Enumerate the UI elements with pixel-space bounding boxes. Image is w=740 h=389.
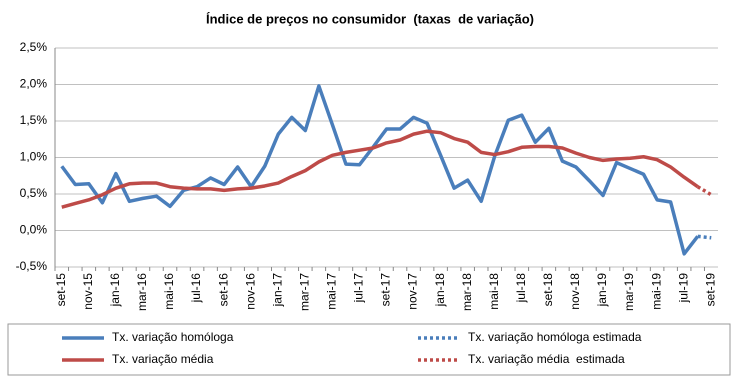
- x-tick-label: jan-17: [270, 273, 284, 308]
- x-tick-label: mar-17: [297, 273, 311, 311]
- series-line: [61, 129, 699, 209]
- x-tick-label: mar-16: [135, 273, 149, 311]
- x-tick-label: jan-16: [108, 273, 122, 308]
- x-tick-label: nov-17: [406, 273, 420, 310]
- legend-label: Tx. variação homóloga estimada: [468, 330, 642, 344]
- y-tick-label: 2,5%: [20, 40, 48, 54]
- x-tick-label: mai-17: [325, 273, 339, 310]
- x-tick-label: mai-16: [162, 273, 176, 310]
- x-tick-label: nov-16: [243, 273, 257, 310]
- y-tick-label: 1,5%: [20, 113, 48, 127]
- legend-label: Tx. variação média estimada: [468, 352, 625, 366]
- y-tick-label: 0,0%: [20, 223, 48, 237]
- series-line: [697, 234, 712, 240]
- x-tick-label: nov-18: [568, 273, 582, 310]
- legend-label: Tx. variação média: [112, 352, 214, 366]
- x-tick-label: set-16: [216, 273, 230, 307]
- x-tick-label: mai-19: [649, 273, 663, 310]
- chart-title: Índice de preços no consumidor (taxas de…: [206, 11, 534, 26]
- legend-label: Tx. variação homóloga: [112, 330, 234, 344]
- x-tick-label: jul-19: [676, 273, 690, 304]
- x-tick-label: jan-18: [433, 273, 447, 308]
- y-tick-label: 1,0%: [20, 150, 48, 164]
- x-tick-label: jul-18: [514, 273, 528, 304]
- series-line: [60, 84, 700, 256]
- x-tick-label: jul-17: [352, 273, 366, 304]
- x-tick-label: set-15: [54, 273, 68, 307]
- legend-box: [7, 323, 731, 376]
- x-tick-label: mar-19: [622, 273, 636, 311]
- y-tick-label: 0,5%: [20, 186, 48, 200]
- x-tick-label: jul-16: [189, 273, 203, 304]
- x-tick-label: mai-18: [487, 273, 501, 310]
- x-tick-label: nov-15: [81, 273, 95, 310]
- x-tick-label: mar-18: [460, 273, 474, 311]
- y-tick-label: -0,5%: [16, 259, 48, 273]
- x-tick-label: set-18: [541, 273, 555, 307]
- series-line: [696, 185, 713, 197]
- x-tick-label: set-19: [703, 273, 717, 307]
- x-tick-label: set-17: [379, 273, 393, 307]
- y-tick-label: 2,0%: [20, 77, 48, 91]
- x-tick-label: jan-19: [595, 273, 609, 308]
